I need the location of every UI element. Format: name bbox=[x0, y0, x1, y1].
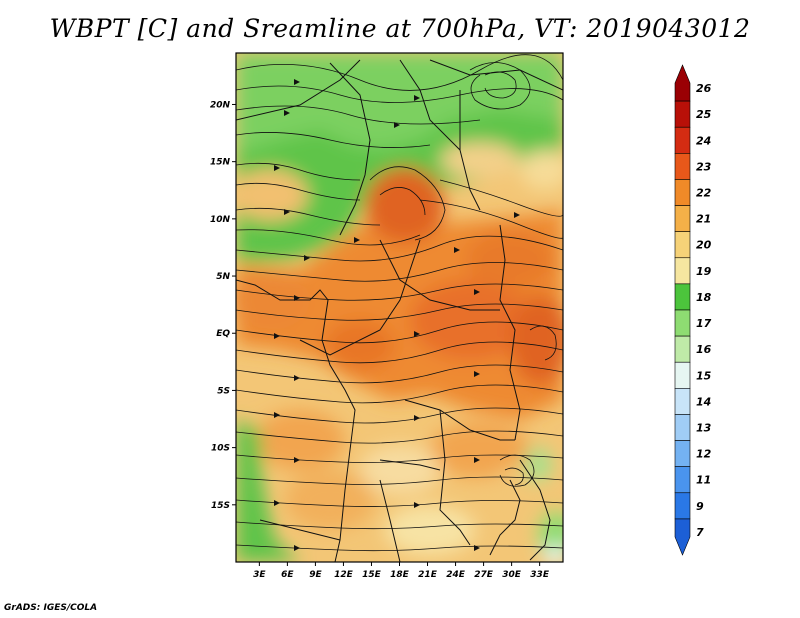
colorbar-swatch bbox=[674, 335, 691, 363]
colorbar-label: 9 bbox=[696, 500, 704, 513]
lat-tick-label: 10N bbox=[210, 215, 231, 225]
colorbar-swatch bbox=[674, 153, 691, 180]
lon-tick-label: 21E bbox=[418, 570, 438, 580]
lon-tick-label: 30E bbox=[502, 570, 522, 580]
longitude-axis: 3E 6E 9E 12E 15E 18E 21E 24E 27E 30E 33E bbox=[253, 562, 550, 580]
lon-tick-label: 18E bbox=[390, 570, 410, 580]
lat-tick-label: 10S bbox=[211, 444, 230, 454]
colorbar-swatch bbox=[674, 388, 691, 415]
streamlines bbox=[236, 54, 563, 552]
colorbar-label: 22 bbox=[696, 187, 712, 200]
colorbar-label: 13 bbox=[696, 422, 712, 435]
colorbar-label: 14 bbox=[696, 395, 711, 408]
colorbar-label: 15 bbox=[696, 369, 712, 382]
colorbar-swatch bbox=[674, 414, 691, 441]
colorbar-label: 16 bbox=[696, 343, 712, 356]
lat-tick-label: 20N bbox=[210, 100, 231, 110]
colorbar-label: 19 bbox=[696, 265, 712, 278]
lon-tick-label: 9E bbox=[309, 570, 322, 580]
lon-tick-label: 6E bbox=[281, 570, 294, 580]
colorbar-swatch bbox=[674, 361, 691, 389]
wbpt-field bbox=[236, 53, 563, 562]
lat-tick-label: EQ bbox=[216, 329, 230, 339]
colorbar-swatch bbox=[674, 231, 691, 259]
colorbar-swatch bbox=[674, 257, 691, 285]
colorbar: 26 25 24 23 22 21 20 19 18 17 16 15 14 13 12 11 9 7 bbox=[674, 64, 712, 556]
lat-tick-label: 15N bbox=[210, 158, 231, 168]
colorbar-label: 24 bbox=[696, 134, 711, 147]
colorbar-label: 11 bbox=[696, 474, 711, 487]
lon-tick-label: 3E bbox=[253, 570, 266, 580]
colorbar-label: 26 bbox=[696, 82, 712, 95]
lat-tick-label: 5S bbox=[217, 386, 230, 396]
colorbar-label: 18 bbox=[696, 291, 712, 304]
lon-tick-label: 24E bbox=[446, 570, 466, 580]
lon-tick-label: 12E bbox=[334, 570, 354, 580]
colorbar-swatch bbox=[674, 126, 691, 154]
colorbar-label: 12 bbox=[696, 448, 712, 461]
lon-tick-label: 33E bbox=[530, 570, 550, 580]
colorbar-label: 20 bbox=[696, 239, 712, 252]
colorbar-swatch bbox=[674, 205, 691, 232]
colorbar-swatch bbox=[674, 309, 691, 337]
colorbar-swatch bbox=[674, 100, 691, 128]
streamline-arrows bbox=[274, 79, 520, 551]
colorbar-label: 17 bbox=[696, 317, 712, 330]
colorbar-label: 25 bbox=[696, 108, 712, 121]
colorbar-label: 23 bbox=[696, 160, 712, 173]
credit-label: GrADS: IGES/COLA bbox=[4, 603, 98, 613]
colorbar-label: 21 bbox=[696, 213, 711, 226]
lat-tick-label: 5N bbox=[216, 272, 230, 282]
colorbar-swatch bbox=[674, 518, 691, 556]
colorbar-swatch bbox=[674, 440, 691, 467]
lon-tick-label: 15E bbox=[362, 570, 382, 580]
latitude-axis: 20N 15N 10N 5N EQ 5S 10S 15S bbox=[210, 100, 236, 511]
colorbar-swatch bbox=[674, 466, 691, 494]
colorbar-swatch bbox=[674, 492, 691, 520]
map-title: WBPT [C] and Sreamline at 700hPa, VT: 20… bbox=[49, 14, 751, 43]
colorbar-swatch bbox=[674, 179, 691, 206]
colorbar-label: 7 bbox=[696, 526, 704, 539]
lon-tick-label: 27E bbox=[474, 570, 494, 580]
lat-tick-label: 15S bbox=[211, 501, 230, 511]
colorbar-swatch bbox=[674, 283, 691, 311]
colorbar-swatch bbox=[674, 64, 691, 102]
